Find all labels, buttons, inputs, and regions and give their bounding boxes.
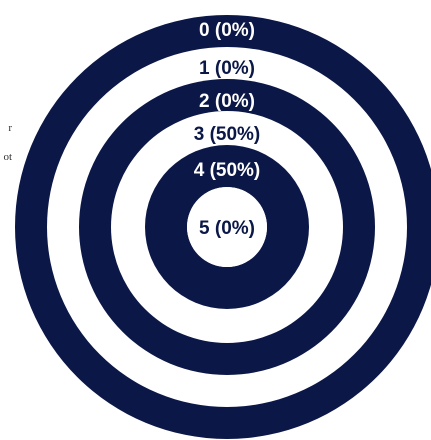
ring-label-3: 3 (50%) — [194, 124, 261, 145]
cropped-side-text-top: r — [8, 122, 12, 134]
center-disc — [187, 187, 267, 267]
ring-label-1: 1 (0%) — [199, 58, 255, 79]
cropped-side-text-bottom: ot — [3, 151, 12, 163]
ring-label-0: 0 (0%) — [199, 20, 255, 41]
ring-label-5: 5 (0%) — [199, 218, 255, 239]
labels-group: 0 (0%) 1 (0%) 2 (0%) 3 (50%) 4 (50%) 5 (0%) — [194, 20, 261, 239]
rings-group — [15, 15, 431, 439]
ring-label-4: 4 (50%) — [194, 160, 261, 181]
ring-label-2: 2 (0%) — [199, 91, 255, 112]
